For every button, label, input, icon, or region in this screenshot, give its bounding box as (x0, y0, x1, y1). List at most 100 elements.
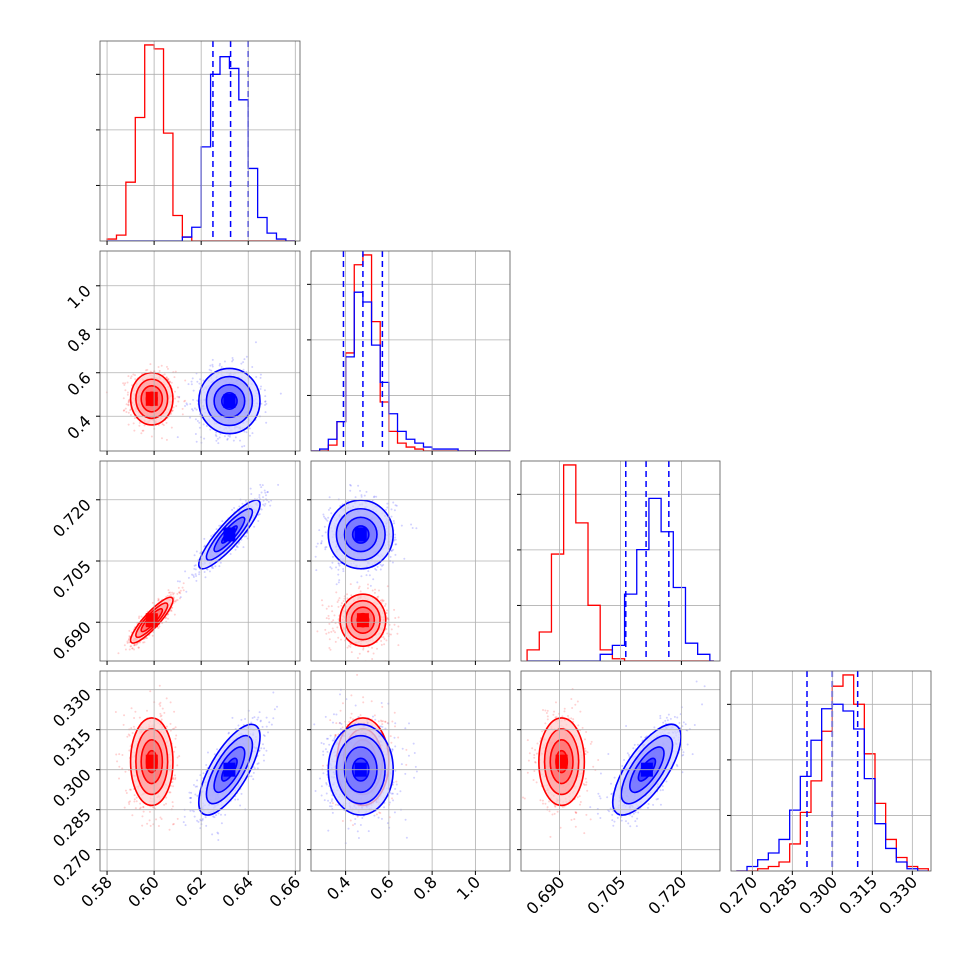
sample-point (172, 778, 175, 781)
sample-point (128, 399, 131, 402)
sample-point (396, 632, 399, 635)
sample-point (258, 493, 261, 496)
sample-point (143, 641, 146, 644)
sample-point (226, 438, 229, 441)
sample-point (342, 600, 345, 603)
sample-point (342, 568, 345, 571)
sample-point (163, 711, 166, 714)
sample-point (159, 715, 162, 718)
sample-point (338, 597, 341, 600)
sample-point (337, 599, 340, 602)
sample-point (228, 435, 231, 438)
sample-point (189, 403, 192, 406)
sample-point (223, 435, 226, 438)
sample-point (167, 617, 170, 620)
sample-point (210, 534, 213, 537)
sample-point (381, 564, 384, 567)
sample-point (262, 496, 265, 499)
contour-line (339, 593, 387, 647)
sample-point (146, 368, 149, 371)
sample-point (372, 652, 375, 655)
sample-point (177, 586, 180, 589)
sample-point (135, 796, 138, 799)
sample-point (241, 502, 244, 505)
sample-point (385, 639, 388, 642)
y-tick-label: 0.4 (63, 412, 94, 443)
sample-point (166, 377, 169, 380)
sample-point (195, 575, 198, 578)
sample-point (171, 780, 174, 783)
sample-point (392, 501, 395, 504)
sample-point (133, 717, 136, 720)
sample-point (363, 494, 366, 497)
sample-point (203, 437, 206, 440)
sample-point (329, 566, 332, 569)
sample-point (368, 574, 371, 577)
sample-point (206, 568, 209, 571)
sample-point (382, 636, 385, 639)
sample-point (389, 555, 392, 558)
sample-point (211, 365, 214, 368)
sample-point (141, 815, 144, 818)
sample-point (377, 589, 380, 592)
y-tick-label: 1.0 (63, 281, 94, 312)
sample-point (380, 639, 383, 642)
sample-point (168, 828, 171, 831)
sample-point (174, 390, 177, 393)
sample-point (221, 520, 224, 523)
sample-point (142, 641, 145, 644)
x-tick-label: 0.270 (715, 872, 761, 918)
sample-point (194, 433, 197, 436)
sample-point (189, 416, 192, 419)
sample-point (258, 496, 261, 499)
sample-point (159, 701, 162, 704)
sample-point (383, 643, 386, 646)
sample-point (234, 548, 237, 551)
sample-point (133, 644, 136, 647)
sample-point (134, 455, 136, 457)
sample-point (165, 421, 168, 424)
sample-point (142, 810, 145, 813)
sample-point (172, 593, 175, 596)
sample-point (357, 484, 360, 487)
sample-point (173, 613, 176, 616)
sample-point (262, 503, 265, 506)
sample-point (132, 422, 135, 425)
sample-point (260, 486, 263, 489)
sample-point (165, 697, 168, 700)
hist-panel-2 (517, 461, 720, 661)
sample-point (347, 499, 350, 502)
sample-point (169, 593, 172, 596)
sample-point (165, 365, 168, 368)
contour-line (140, 384, 164, 413)
sample-point (395, 543, 398, 546)
sample-point (135, 800, 138, 803)
sample-point (195, 440, 198, 443)
sample-point (127, 404, 130, 407)
sample-point (242, 546, 245, 549)
sample-point (172, 785, 175, 788)
y-tick-label: 0.705 (49, 556, 95, 602)
sample-point (179, 592, 182, 595)
sample-point (168, 791, 171, 794)
sample-point (324, 548, 327, 551)
sample-point (366, 650, 369, 653)
sample-point (178, 395, 181, 398)
sample-point (219, 432, 222, 435)
sample-point (181, 407, 184, 410)
sample-point (215, 528, 218, 531)
sample-point (321, 604, 324, 607)
sample-point (179, 596, 182, 599)
sample-point (124, 407, 127, 410)
scatter-panel-3-0 (114, 684, 279, 841)
sample-point (334, 631, 337, 634)
sample-point (191, 377, 194, 380)
sample-point (243, 430, 246, 433)
sample-point (324, 628, 327, 631)
sample-point (337, 636, 340, 639)
sample-point (127, 400, 130, 403)
sample-point (145, 637, 148, 640)
sample-point (160, 437, 163, 440)
sample-point (241, 445, 244, 448)
sample-point (390, 515, 393, 518)
